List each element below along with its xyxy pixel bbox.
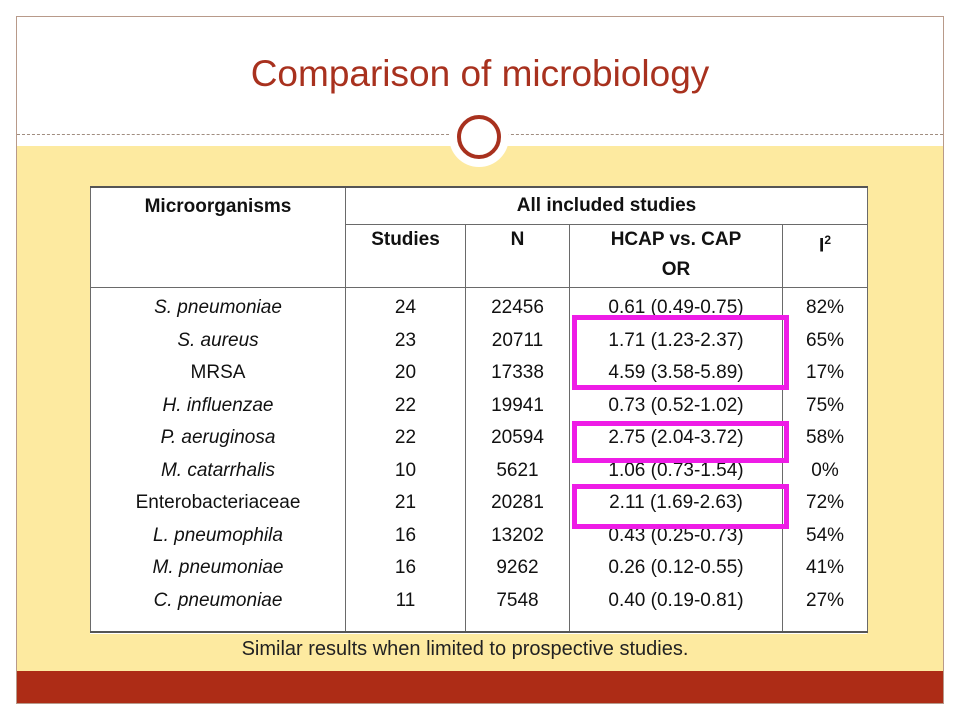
- cell-organism: Enterobacteriaceae: [90, 487, 346, 520]
- cell-organism: M. catarrhalis: [90, 454, 346, 487]
- cell-studies: 24: [345, 287, 466, 325]
- table-row: S. aureus 23 20711 1.71 (1.23-2.37) 65%: [90, 324, 869, 357]
- highlight-box-enterobacteriaceae: [572, 484, 789, 529]
- cell-organism: MRSA: [90, 357, 346, 390]
- cell-or: 0.73 (0.52-1.02): [569, 389, 783, 422]
- cell-n: 9262: [465, 552, 570, 585]
- cell-i2: 0%: [781, 454, 869, 487]
- table-body: S. pneumoniae 24 22456 0.61 (0.49-0.75) 82% S…: [90, 287, 869, 633]
- cell-studies: 21: [345, 487, 466, 520]
- cell-n: 17338: [465, 357, 570, 390]
- cell-i2: 41%: [781, 552, 869, 585]
- slide-title: Comparison of microbiology: [250, 53, 710, 94]
- cell-studies: 23: [345, 324, 466, 357]
- cell-organism: P. aeruginosa: [90, 422, 346, 455]
- cell-organism: M. pneumoniae: [90, 552, 346, 585]
- header-all-included-studies: All included studies: [344, 186, 869, 225]
- cell-organism: S. pneumoniae: [90, 287, 346, 325]
- table-row: H. influenzae 22 19941 0.73 (0.52-1.02) 75%: [90, 389, 869, 422]
- header-i2: I2: [781, 224, 869, 288]
- table-row: Enterobacteriaceae 21 20281 2.11 (1.69-2.63…: [90, 487, 869, 520]
- header-or-line1: HCAP vs. CAP: [610, 229, 742, 250]
- cell-studies: 16: [345, 519, 466, 552]
- bottom-bar: [17, 671, 943, 703]
- cell-n: 5621: [465, 454, 570, 487]
- header-or-line2: OR: [661, 259, 691, 280]
- table-row: P. aeruginosa 22 20594 2.75 (2.04-3.72) 58%: [90, 422, 869, 455]
- cell-studies: 22: [345, 389, 466, 422]
- cell-i2: 17%: [781, 357, 869, 390]
- header-or: HCAP vs. CAP OR: [569, 224, 783, 288]
- circle-ring-icon: [457, 115, 501, 159]
- cell-organism: S. aureus: [90, 324, 346, 357]
- cell-organism: L. pneumophila: [90, 519, 346, 552]
- header-i2-sup: 2: [824, 233, 831, 247]
- cell-i2: 58%: [781, 422, 869, 455]
- cell-organism: H. influenzae: [90, 389, 346, 422]
- cell-n: 13202: [465, 519, 570, 552]
- cell-i2: 54%: [781, 519, 869, 552]
- cell-i2: 65%: [781, 324, 869, 357]
- cell-n: 7548: [465, 584, 570, 633]
- table-row: MRSA 20 17338 4.59 (3.58-5.89) 17%: [90, 357, 869, 390]
- results-table-container: Microorganisms All included studies Stud…: [90, 186, 869, 634]
- header-n: N: [465, 224, 570, 288]
- cell-or: 1.71 (1.23-2.37): [569, 324, 783, 357]
- table-row: M. pneumoniae 16 9262 0.26 (0.12-0.55) 41%: [90, 552, 869, 585]
- cell-studies: 20: [345, 357, 466, 390]
- cell-n: 20594: [465, 422, 570, 455]
- cell-organism: C. pneumoniae: [90, 584, 346, 633]
- cell-studies: 10: [345, 454, 466, 487]
- cell-studies: 22: [345, 422, 466, 455]
- cell-studies: 16: [345, 552, 466, 585]
- cell-n: 19941: [465, 389, 570, 422]
- cell-i2: 72%: [781, 487, 869, 520]
- table-row: C. pneumoniae 11 7548 0.40 (0.19-0.81) 27%: [90, 584, 869, 633]
- cell-n: 20281: [465, 487, 570, 520]
- footnote-text: Similar results when limited to prospect…: [241, 638, 689, 660]
- cell-or: 0.40 (0.19-0.81): [569, 584, 783, 633]
- cell-or: 0.26 (0.12-0.55): [569, 552, 783, 585]
- cell-i2: 75%: [781, 389, 869, 422]
- microbiology-table: Microorganisms All included studies Stud…: [90, 186, 869, 633]
- cell-n: 20711: [465, 324, 570, 357]
- cell-n: 22456: [465, 287, 570, 325]
- header-studies: Studies: [345, 224, 466, 288]
- cell-studies: 11: [345, 584, 466, 633]
- highlight-box-pseudomonas: [572, 421, 789, 463]
- header-microorganisms: Microorganisms: [90, 186, 346, 288]
- highlight-box-staph: [572, 315, 789, 390]
- cell-i2: 82%: [781, 287, 869, 325]
- header-i2-base: I: [819, 235, 825, 257]
- cell-or: 2.11 (1.69-2.63): [569, 487, 783, 520]
- cell-or: 4.59 (3.58-5.89): [569, 357, 783, 390]
- cell-i2: 27%: [781, 584, 869, 633]
